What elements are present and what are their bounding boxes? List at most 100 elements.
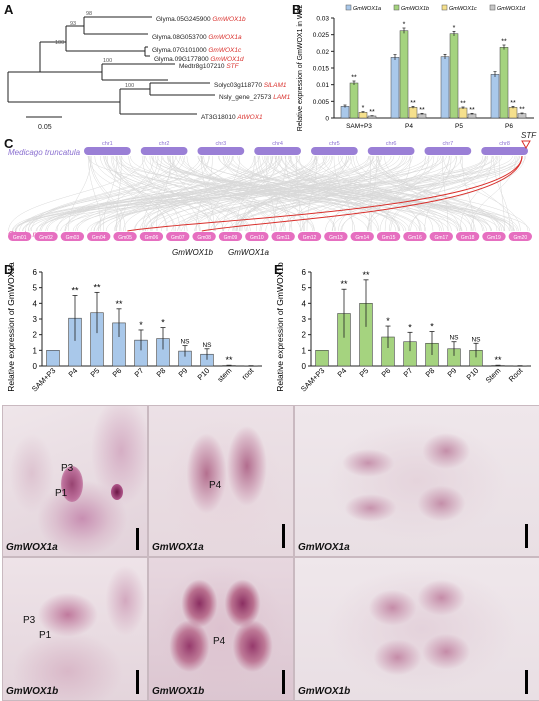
bar bbox=[46, 350, 60, 367]
y-tick-label: 0.03 bbox=[316, 16, 329, 23]
synteny-link bbox=[156, 155, 172, 232]
category-label: P8 bbox=[155, 366, 168, 379]
chromosome-Gm06 bbox=[139, 232, 164, 241]
bar bbox=[390, 57, 400, 119]
synteny-link bbox=[493, 155, 511, 232]
category-label: P7 bbox=[402, 366, 415, 379]
chromosome-label: Gm15 bbox=[382, 235, 396, 241]
label-p1-i: P1 bbox=[39, 630, 52, 641]
chromosome-label: Gm17 bbox=[434, 235, 448, 241]
label-p1-f: P1 bbox=[55, 488, 68, 499]
synteny-link bbox=[123, 155, 266, 232]
synteny-link bbox=[36, 155, 331, 232]
y-tick-label: 4 bbox=[33, 299, 38, 308]
synteny-link bbox=[22, 155, 378, 232]
synteny-link bbox=[332, 155, 381, 232]
bar bbox=[399, 30, 409, 119]
chromosome-label: Gm12 bbox=[303, 235, 317, 241]
chromosome-Gm17 bbox=[429, 232, 453, 241]
chromosome-label: chr2 bbox=[159, 141, 170, 147]
synteny-link bbox=[203, 155, 315, 232]
synteny-link bbox=[281, 155, 463, 232]
synteny-link bbox=[89, 155, 122, 232]
phylogenetic-tree: Glyma.05G245900 GmWOX1b Glyma.08G053700 G… bbox=[7, 11, 290, 131]
synteny-link bbox=[370, 155, 372, 232]
chromosome-Gm03 bbox=[60, 232, 85, 241]
bar bbox=[499, 47, 509, 119]
chromosome-chr7 bbox=[424, 147, 472, 155]
synteny-link bbox=[87, 155, 488, 232]
category-label: P5 bbox=[89, 366, 102, 379]
synteny-link bbox=[8, 155, 145, 232]
synteny-link bbox=[222, 155, 273, 232]
taxon-label: Medtr8g107210 STF bbox=[179, 63, 240, 70]
chromosome-Gm15 bbox=[376, 232, 401, 241]
legend-label: GmWOX1a bbox=[353, 6, 381, 12]
synteny-link bbox=[65, 155, 313, 232]
synteny-link bbox=[459, 155, 493, 232]
label-p3-i: P3 bbox=[23, 615, 36, 626]
significance-mark: ** bbox=[410, 100, 416, 107]
chromosome-Gm20 bbox=[508, 232, 532, 241]
chromosome-label: Gm07 bbox=[171, 235, 185, 241]
synteny-link bbox=[228, 155, 520, 232]
taxon-label: Glyma.09G177800 GmWOX1d bbox=[154, 56, 244, 63]
bar bbox=[408, 107, 418, 119]
synteny-link bbox=[376, 155, 501, 232]
bootstrap-value: 100 bbox=[103, 58, 112, 64]
chromosome-label: chr5 bbox=[329, 141, 340, 147]
chromosome-Gm14 bbox=[350, 232, 374, 241]
gene-label-h: GmWOX1a bbox=[298, 542, 350, 553]
category-label: P6 bbox=[505, 123, 513, 130]
significance-mark: ** bbox=[71, 286, 79, 296]
gene-label-k: GmWOX1b bbox=[298, 686, 351, 697]
synteny-link bbox=[144, 155, 328, 232]
chromosome-chr1 bbox=[84, 147, 131, 155]
chromosome-label: chr6 bbox=[386, 141, 397, 147]
category-label: SAM+P3 bbox=[346, 123, 372, 130]
taxon-label: Nsly_gene_27573 LAM1 bbox=[219, 94, 290, 101]
synteny-link bbox=[25, 155, 201, 232]
micrograph-k: GmWOX1b bbox=[294, 557, 539, 701]
highlight-link bbox=[201, 155, 523, 232]
synteny-link bbox=[12, 155, 513, 232]
significance-mark: * bbox=[403, 22, 406, 29]
category-label: P6 bbox=[111, 366, 124, 379]
chromosome-label: Gm16 bbox=[408, 235, 422, 241]
significance-mark: * bbox=[362, 105, 365, 112]
y-tick-label: 0.02 bbox=[316, 49, 329, 56]
y-tick-label: 0.015 bbox=[313, 66, 330, 73]
category-label: P6 bbox=[380, 366, 393, 379]
y-tick-label: 6 bbox=[302, 268, 307, 277]
significance-mark: * bbox=[139, 320, 143, 330]
scale-bar bbox=[136, 528, 139, 550]
taxon-label: Glyma.07G101000 GmWOX1c bbox=[152, 47, 242, 54]
synteny-link bbox=[379, 155, 458, 232]
bar bbox=[508, 107, 518, 119]
significance-mark: ** bbox=[460, 101, 466, 108]
category-label: P5 bbox=[358, 366, 371, 379]
synteny-link bbox=[341, 155, 489, 232]
gene-label-i: GmWOX1b bbox=[6, 686, 59, 697]
chromosome-Gm04 bbox=[87, 232, 111, 241]
bar bbox=[358, 112, 368, 119]
synteny-link bbox=[459, 155, 514, 232]
significance-mark: ** bbox=[419, 107, 425, 114]
chromosome-Gm07 bbox=[166, 232, 190, 241]
y-tick-label: 0 bbox=[302, 362, 307, 371]
synteny-link bbox=[200, 155, 215, 232]
scale-bar bbox=[136, 670, 139, 694]
chromosome-Gm13 bbox=[324, 232, 348, 241]
bar bbox=[349, 82, 359, 119]
label-p4-g: P4 bbox=[209, 480, 222, 491]
synteny-link bbox=[284, 155, 485, 232]
chromosome-Gm01 bbox=[8, 232, 32, 241]
synteny-link bbox=[110, 155, 175, 232]
taxon-label: Glyma.08G053700 GmWOX1a bbox=[152, 34, 242, 41]
bootstrap-value: 93 bbox=[70, 21, 76, 27]
synteny-link bbox=[232, 155, 463, 232]
chromosome-label: Gm02 bbox=[39, 235, 53, 241]
synteny-link bbox=[64, 155, 230, 232]
synteny-link bbox=[29, 155, 427, 232]
